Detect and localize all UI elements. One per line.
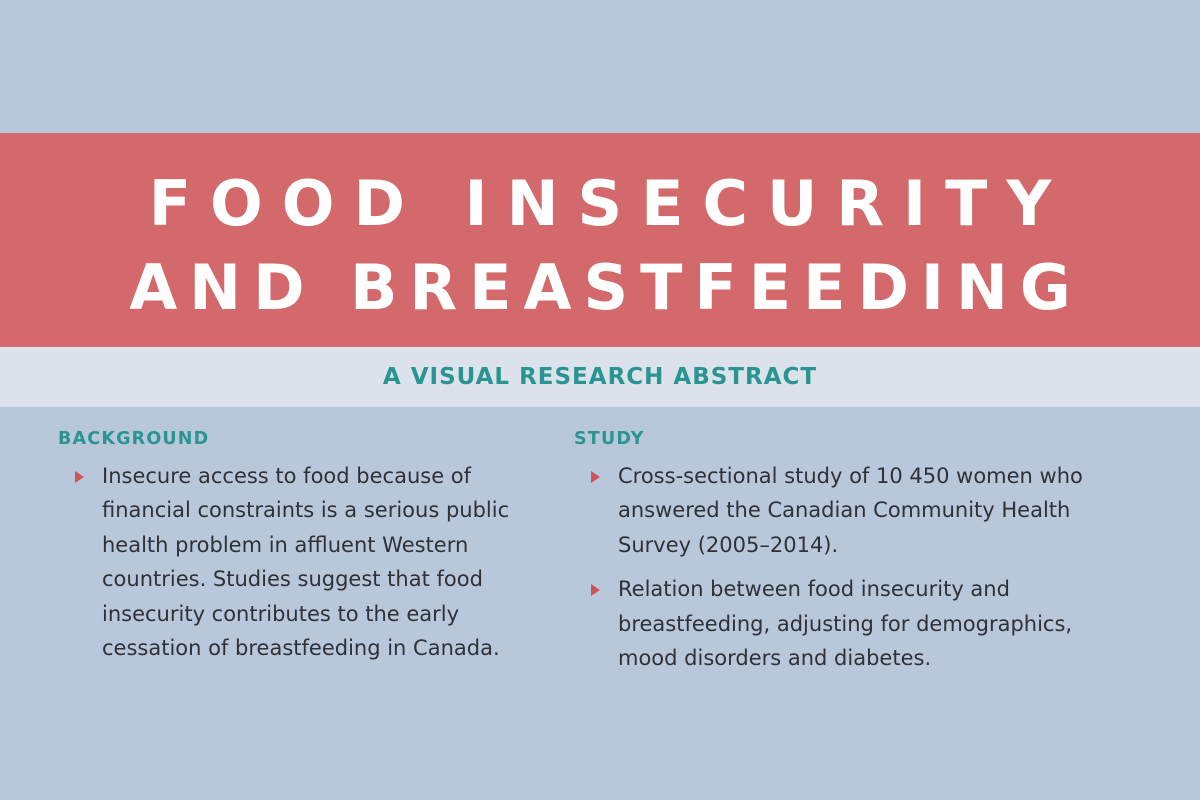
subtitle-banner: A VISUAL RESEARCH ABSTRACT [0, 347, 1200, 407]
study-bullet-text: Cross-sectional study of 10 450 women wh… [618, 464, 1083, 557]
background-bullet-text: Insecure access to food because of finan… [102, 464, 509, 660]
triangle-right-icon [75, 471, 84, 483]
background-section: BACKGROUND Insecure access to food becau… [58, 428, 558, 675]
title-line-1: FOOD INSECURITY [0, 173, 1200, 235]
study-bullet-text: Relation between food insecurity and bre… [618, 577, 1072, 670]
background-bullet: Insecure access to food because of finan… [58, 459, 552, 665]
study-section: STUDY Cross-sectional study of 10 450 wo… [574, 428, 1144, 685]
triangle-right-icon [591, 584, 600, 596]
subtitle: A VISUAL RESEARCH ABSTRACT [0, 364, 1200, 390]
triangle-right-icon [591, 471, 600, 483]
study-bullet: Relation between food insecurity and bre… [574, 572, 1118, 675]
title-banner: FOOD INSECURITY AND BREASTFEEDING [0, 133, 1200, 347]
study-bullet-list: Cross-sectional study of 10 450 women wh… [574, 459, 1144, 675]
background-bullet-list: Insecure access to food because of finan… [58, 459, 558, 665]
background-heading: BACKGROUND [58, 428, 558, 450]
study-bullet: Cross-sectional study of 10 450 women wh… [574, 459, 1118, 562]
study-heading: STUDY [574, 428, 1144, 450]
title-line-2: AND BREASTFEEDING [0, 257, 1200, 319]
